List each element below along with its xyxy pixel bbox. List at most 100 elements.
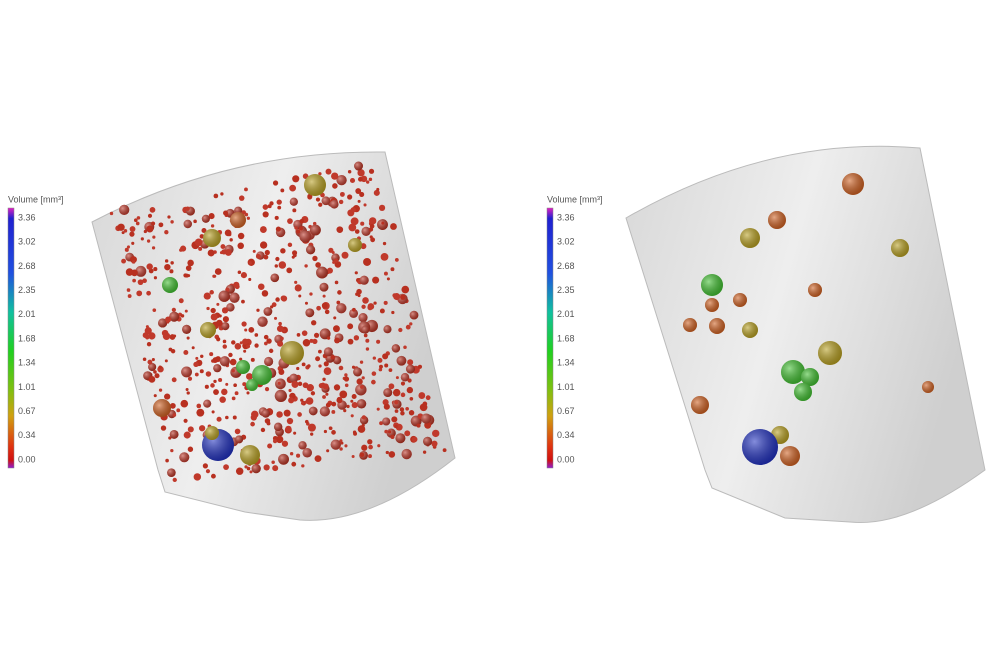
pore-shade — [289, 373, 299, 383]
pore-shade — [263, 307, 273, 316]
pore — [336, 226, 344, 233]
pore — [280, 295, 288, 302]
pore — [228, 352, 233, 358]
pore — [350, 207, 356, 213]
pore-shade — [182, 324, 192, 334]
pore-shade — [359, 275, 369, 285]
pore — [331, 172, 339, 180]
pore — [199, 234, 205, 239]
pore-shade — [274, 389, 287, 403]
pore — [348, 223, 357, 232]
pore — [323, 367, 332, 375]
pore — [368, 177, 373, 182]
pore — [388, 368, 393, 372]
pore — [395, 376, 399, 380]
pore-shade — [319, 282, 329, 292]
pore — [314, 455, 322, 463]
pore — [331, 430, 336, 435]
pore — [357, 176, 363, 182]
pore — [338, 365, 344, 371]
pore — [304, 400, 308, 404]
pore-shade — [701, 274, 723, 296]
legend-title: Volume [mm³] — [547, 194, 603, 204]
pore-shade — [409, 310, 419, 320]
pore-shade — [405, 364, 415, 374]
legend-tick-label: 2.01 — [18, 309, 36, 319]
pore — [287, 242, 293, 248]
pore-shade — [383, 325, 392, 334]
pore — [146, 263, 153, 270]
pore — [263, 464, 270, 471]
pore — [231, 396, 236, 401]
pore — [373, 301, 377, 305]
pore — [351, 454, 355, 458]
pore-shade — [321, 196, 331, 206]
pore — [357, 169, 365, 177]
pore — [360, 221, 365, 226]
pore-shade — [251, 463, 261, 474]
pore — [280, 188, 285, 193]
pore — [218, 314, 222, 318]
pore-shade — [353, 367, 363, 377]
pore — [243, 349, 247, 353]
legend-tick-label: 1.68 — [557, 333, 575, 343]
pore — [310, 391, 316, 396]
legend-tick-label: 1.34 — [18, 358, 36, 368]
pore-shade — [801, 368, 819, 386]
pore — [209, 290, 214, 295]
pore — [382, 353, 389, 360]
pore — [365, 180, 370, 184]
pore-shade — [201, 214, 210, 223]
pore — [135, 221, 140, 226]
pore — [276, 325, 284, 333]
pore-shade — [183, 219, 193, 229]
pore-shade — [400, 372, 410, 382]
pore — [205, 371, 212, 377]
pore — [256, 308, 260, 312]
pore — [278, 261, 287, 269]
pore-shade — [135, 265, 147, 277]
pore — [172, 477, 177, 483]
pore — [411, 436, 418, 443]
pore — [210, 383, 215, 388]
pore — [165, 458, 169, 463]
pore — [344, 444, 348, 448]
pore-shade — [691, 396, 709, 414]
pore — [194, 238, 203, 247]
pore — [195, 356, 199, 360]
pore — [292, 175, 300, 183]
pore — [344, 373, 348, 377]
pore — [289, 184, 297, 192]
pore — [209, 352, 214, 357]
pore — [360, 385, 364, 389]
pore — [382, 241, 387, 246]
pore-shade — [818, 341, 842, 365]
pore — [169, 269, 174, 274]
pore — [124, 247, 129, 252]
pore — [442, 448, 447, 453]
pore — [347, 169, 352, 174]
pore — [131, 260, 136, 264]
legends: Volume [mm³] 3.36 3.02 2.68 2.35 2.01 1.68 1.34… — [7, 194, 603, 469]
pore — [272, 439, 278, 444]
pore — [187, 376, 193, 381]
pore — [361, 376, 365, 380]
pore — [148, 332, 156, 340]
pore — [170, 449, 174, 453]
pore — [208, 213, 215, 220]
pore-shade — [236, 360, 250, 374]
pore — [249, 470, 253, 474]
pore — [244, 465, 248, 469]
pore — [179, 248, 183, 252]
pore — [220, 192, 224, 196]
pore — [378, 204, 386, 211]
pore — [180, 314, 185, 318]
pore — [422, 401, 428, 407]
pore — [223, 464, 229, 471]
pore — [129, 226, 136, 232]
pore — [307, 423, 316, 432]
pore-shade — [157, 318, 168, 328]
pore — [306, 383, 314, 392]
pore — [250, 421, 255, 427]
pore — [367, 439, 373, 445]
